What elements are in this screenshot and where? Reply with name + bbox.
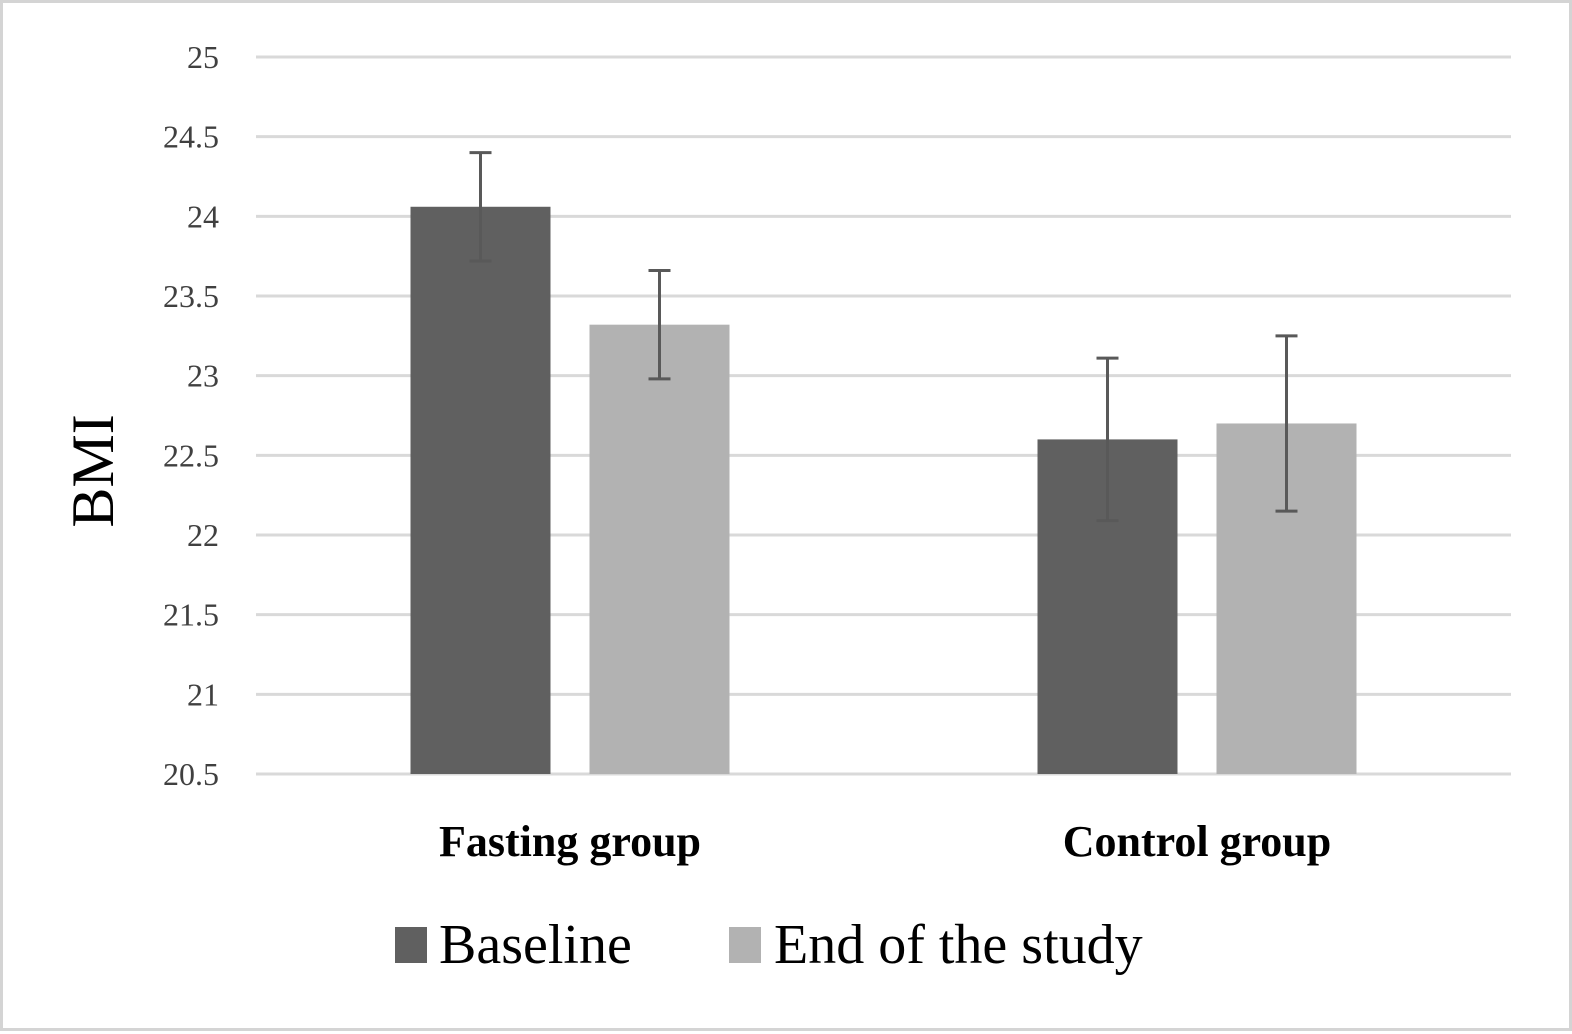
category-label: Fasting group (439, 817, 701, 866)
category-label: Control group (1063, 817, 1332, 866)
bar-chart: 25 24.5 24 23.5 23 22.5 22 21.5 21 20.5 Fasting g… (60, 39, 1511, 976)
error-bar-0-1 (648, 269, 671, 381)
y-tick-label: 21.5 (163, 597, 219, 633)
y-axis-title: BMI (60, 414, 126, 527)
legend-swatch-baseline (395, 927, 427, 963)
y-tick-label: 22.5 (163, 437, 219, 473)
bars (410, 206, 1357, 775)
error-bars (469, 151, 1298, 523)
y-tick-label: 22 (187, 517, 219, 553)
error-bar-0-0 (469, 151, 492, 263)
legend-label-baseline: Baseline (439, 914, 632, 976)
y-tick-label: 23 (187, 358, 219, 394)
y-tick-label: 24.5 (163, 119, 219, 155)
category-labels: Fasting group Control group (439, 817, 1331, 866)
legend-swatch-end-of-study (729, 927, 761, 963)
bar-0-1 (589, 324, 730, 774)
y-tick-labels: 25 24.5 24 23.5 23 22.5 22 21.5 21 20.5 (163, 39, 219, 792)
y-tick-label: 20.5 (163, 756, 219, 792)
y-tick-label: 23.5 (163, 278, 219, 314)
legend-label-end-of-study: End of the study (774, 914, 1143, 976)
legend: Baseline End of the study (395, 914, 1143, 976)
bar-0-0 (410, 206, 551, 775)
error-bar-1-0 (1096, 356, 1119, 523)
y-tick-label: 21 (187, 676, 219, 712)
y-tick-label: 25 (187, 39, 219, 75)
error-bar-1-1 (1275, 334, 1298, 513)
y-tick-label: 24 (187, 198, 219, 234)
